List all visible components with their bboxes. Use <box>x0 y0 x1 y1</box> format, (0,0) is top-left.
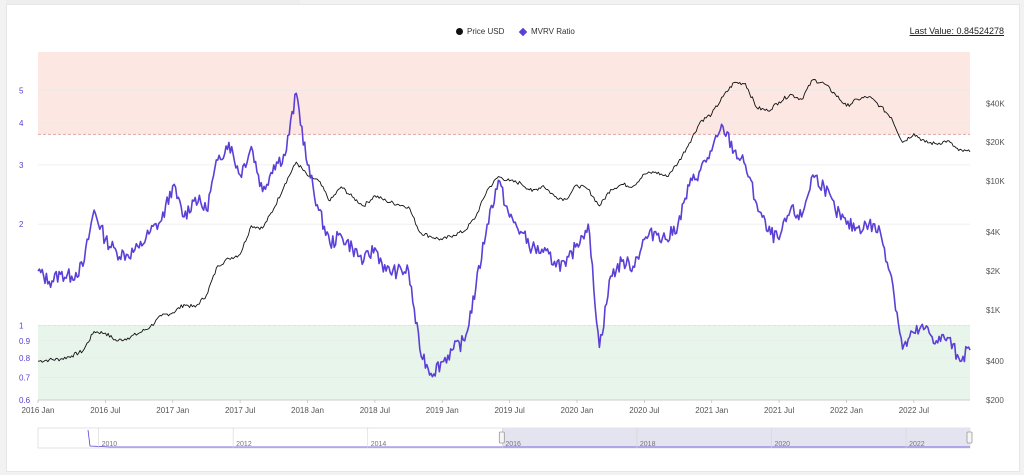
y-right-tick-label: $4K <box>986 228 1001 237</box>
y-left-tick-label: 0.9 <box>19 337 31 346</box>
x-tick-label: 2017 Jul <box>225 406 255 415</box>
x-tick-label: 2019 Jul <box>494 406 524 415</box>
x-tick-label: 2016 Jul <box>90 406 120 415</box>
legend-mvrv[interactable]: MVRV Ratio <box>518 27 575 36</box>
last-value-readout[interactable]: Last Value: 0.84524278 <box>909 26 1004 36</box>
y-left-tick-label: 0.8 <box>19 354 31 363</box>
mvrv-legend-label: MVRV Ratio <box>531 27 575 36</box>
x-tick-label: 2017 Jan <box>156 406 189 415</box>
navigator-selection <box>502 428 970 448</box>
y-right-tick-label: $40K <box>986 99 1005 108</box>
x-tick-label: 2019 Jan <box>426 406 459 415</box>
y-right-tick-label: $20K <box>986 138 1005 147</box>
x-tick-label: 2020 Jul <box>629 406 659 415</box>
navigator-label: 2012 <box>236 441 252 448</box>
navigator-label: 2020 <box>774 441 790 448</box>
x-tick-label: 2021 Jul <box>764 406 794 415</box>
navigator-label: 2018 <box>640 441 656 448</box>
legend-price[interactable]: Price USD <box>456 27 504 36</box>
price-legend-label: Price USD <box>467 27 505 36</box>
x-tick-label: 2016 Jan <box>22 406 55 415</box>
navigator-right-handle[interactable] <box>966 431 973 444</box>
y-right-tick-label: $10K <box>986 177 1005 186</box>
navigator-label: 2014 <box>371 441 387 448</box>
top-toolbar-strip <box>6 0 300 6</box>
x-tick-label: 2021 Jan <box>695 406 728 415</box>
y-left-tick-label: 0.6 <box>19 396 31 405</box>
x-tick-label: 2018 Jan <box>291 406 324 415</box>
y-left-tick-label: 0.7 <box>19 373 31 382</box>
y-left-tick-label: 1 <box>19 321 24 330</box>
navigator-label: 2016 <box>505 441 521 448</box>
y-right-tick-label: $2K <box>986 267 1001 276</box>
undervalued-zone <box>38 325 970 400</box>
price-usd-line <box>37 79 971 363</box>
overvalued-zone <box>38 52 970 135</box>
y-left-tick-label: 5 <box>19 86 24 95</box>
y-right-tick-label: $400 <box>986 357 1004 366</box>
y-left-tick-label: 2 <box>19 220 24 229</box>
x-tick-label: 2020 Jan <box>561 406 594 415</box>
navigator-left-handle[interactable] <box>498 431 505 444</box>
y-right-tick-label: $200 <box>986 396 1004 405</box>
x-tick-label: 2022 Jan <box>830 406 863 415</box>
x-tick-label: 2022 Jul <box>899 406 929 415</box>
y-left-tick-label: 4 <box>19 119 24 128</box>
x-tick-label: 2018 Jul <box>360 406 390 415</box>
navigator-label: 2022 <box>909 441 925 448</box>
y-right-tick-label: $1K <box>986 306 1001 315</box>
mvrv-ratio-line <box>37 92 971 378</box>
navigator-label: 2010 <box>102 441 118 448</box>
navigator-series <box>87 429 970 448</box>
price-legend-marker <box>456 28 463 35</box>
y-left-tick-label: 3 <box>19 161 24 170</box>
